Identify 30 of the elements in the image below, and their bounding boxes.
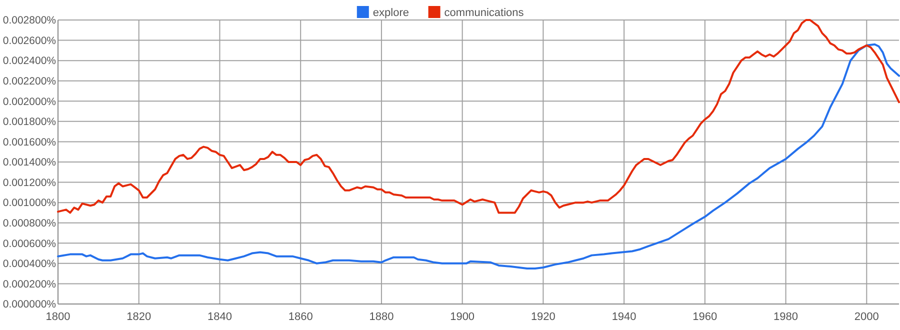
y-tick-label: 0.000400% <box>2 258 56 270</box>
y-tick-label: 0.001800% <box>2 116 56 128</box>
x-tick-label: 1940 <box>612 311 636 323</box>
y-tick-label: 0.002400% <box>2 55 56 68</box>
x-tick-label: 1900 <box>450 311 475 323</box>
x-tick-label: 2000 <box>854 311 879 323</box>
x-tick-label: 1800 <box>46 311 70 323</box>
y-tick-label: 0.000000% <box>2 298 56 311</box>
line-series <box>57 43 900 270</box>
y-tick-label: 0.000200% <box>2 278 56 290</box>
y-tick-label: 0.001000% <box>2 197 56 210</box>
x-tick-label: 1920 <box>530 311 556 323</box>
x-tick-label: 1880 <box>369 311 394 323</box>
y-tick-label: 0.001200% <box>2 176 56 189</box>
x-tick-label: 1840 <box>207 311 232 323</box>
legend-label: explore <box>372 7 409 19</box>
x-tick-label: 1860 <box>288 311 313 323</box>
y-tick-label: 0.000600% <box>2 238 56 250</box>
x-tick-label: 1960 <box>692 311 718 323</box>
legend-label: communications <box>444 7 524 19</box>
line-series <box>57 19 900 214</box>
x-tick-label: 1820 <box>126 311 152 323</box>
y-tick-label: 0.002600% <box>2 34 56 47</box>
x-tick-label: 1980 <box>774 311 798 323</box>
y-tick-label: 0.001600% <box>2 136 56 148</box>
y-tick-label: 0.001400% <box>2 156 56 169</box>
y-tick-label: 0.002200% <box>2 76 56 88</box>
y-tick-label: 0.002000% <box>2 96 56 108</box>
y-tick-label: 0.000800% <box>2 218 56 230</box>
y-tick-label: 0.002800% <box>2 14 56 27</box>
